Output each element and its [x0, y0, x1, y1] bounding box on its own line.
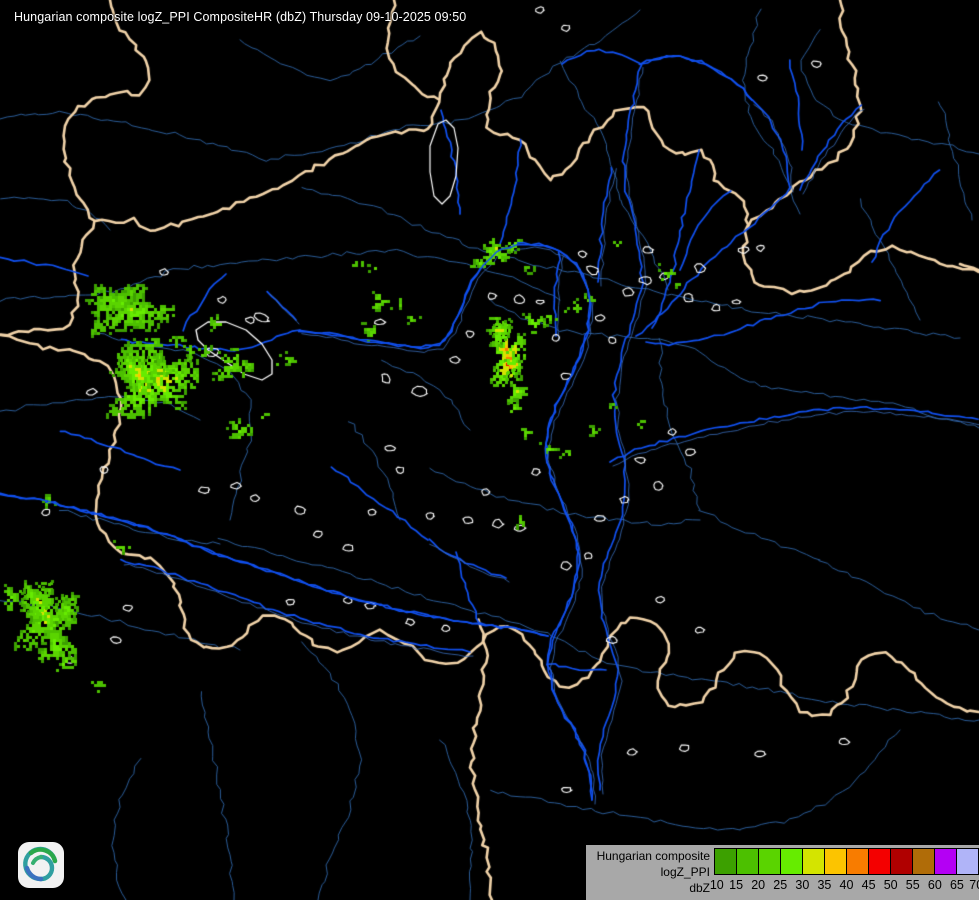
colorbar-legend: Hungarian composite logZ_PPI dbZ 10 15 20 2…: [586, 845, 979, 900]
legend-swatch-20-25[interactable]: [759, 849, 781, 874]
legend-tick-35: 35: [817, 878, 832, 892]
legend-tick-55: 55: [905, 878, 920, 892]
legend-caption-line-1: Hungarian composite: [596, 849, 710, 863]
legend-swatch-30-35[interactable]: [803, 849, 825, 874]
legend-tick-45: 45: [861, 878, 876, 892]
legend-swatch-50-55[interactable]: [891, 849, 913, 874]
legend-tick-labels: 10 15 20 25 30 35 40 45 50 55 60 65 70: [710, 876, 979, 896]
legend-caption-line-2: logZ_PPI: [660, 865, 710, 879]
legend-caption: Hungarian composite logZ_PPI dbZ: [586, 845, 714, 896]
legend-swatch-15-20[interactable]: [737, 849, 759, 874]
legend-tick-10: 10: [709, 878, 724, 892]
legend-tick-40: 40: [839, 878, 854, 892]
legend-tick-65: 65: [949, 878, 964, 892]
map-title: Hungarian composite logZ_PPI CompositeHR…: [14, 10, 467, 24]
legend-swatch-45-50[interactable]: [869, 849, 891, 874]
legend-tick-25: 25: [773, 878, 788, 892]
omsz-spiral-logo: [17, 841, 65, 889]
legend-swatch-25-30[interactable]: [781, 849, 803, 874]
legend-scale: 10 15 20 25 30 35 40 45 50 55 60 65 70: [710, 845, 979, 896]
legend-caption-line-3: dbZ: [689, 881, 710, 895]
legend-tick-60: 60: [927, 878, 942, 892]
legend-tick-20: 20: [751, 878, 766, 892]
legend-swatch-10-15[interactable]: [715, 849, 737, 874]
legend-swatch-60-65[interactable]: [935, 849, 957, 874]
legend-tick-30: 30: [795, 878, 810, 892]
legend-swatch-40-45[interactable]: [847, 849, 869, 874]
legend-swatch-55-60[interactable]: [913, 849, 935, 874]
legend-swatch-65-70[interactable]: [957, 849, 978, 874]
legend-tick-70: 70: [969, 878, 979, 892]
legend-swatch-35-40[interactable]: [825, 849, 847, 874]
omsz-spiral-icon: [18, 842, 64, 888]
legend-colorbar[interactable]: [714, 848, 979, 875]
legend-tick-15: 15: [729, 878, 744, 892]
legend-tick-50: 50: [883, 878, 898, 892]
